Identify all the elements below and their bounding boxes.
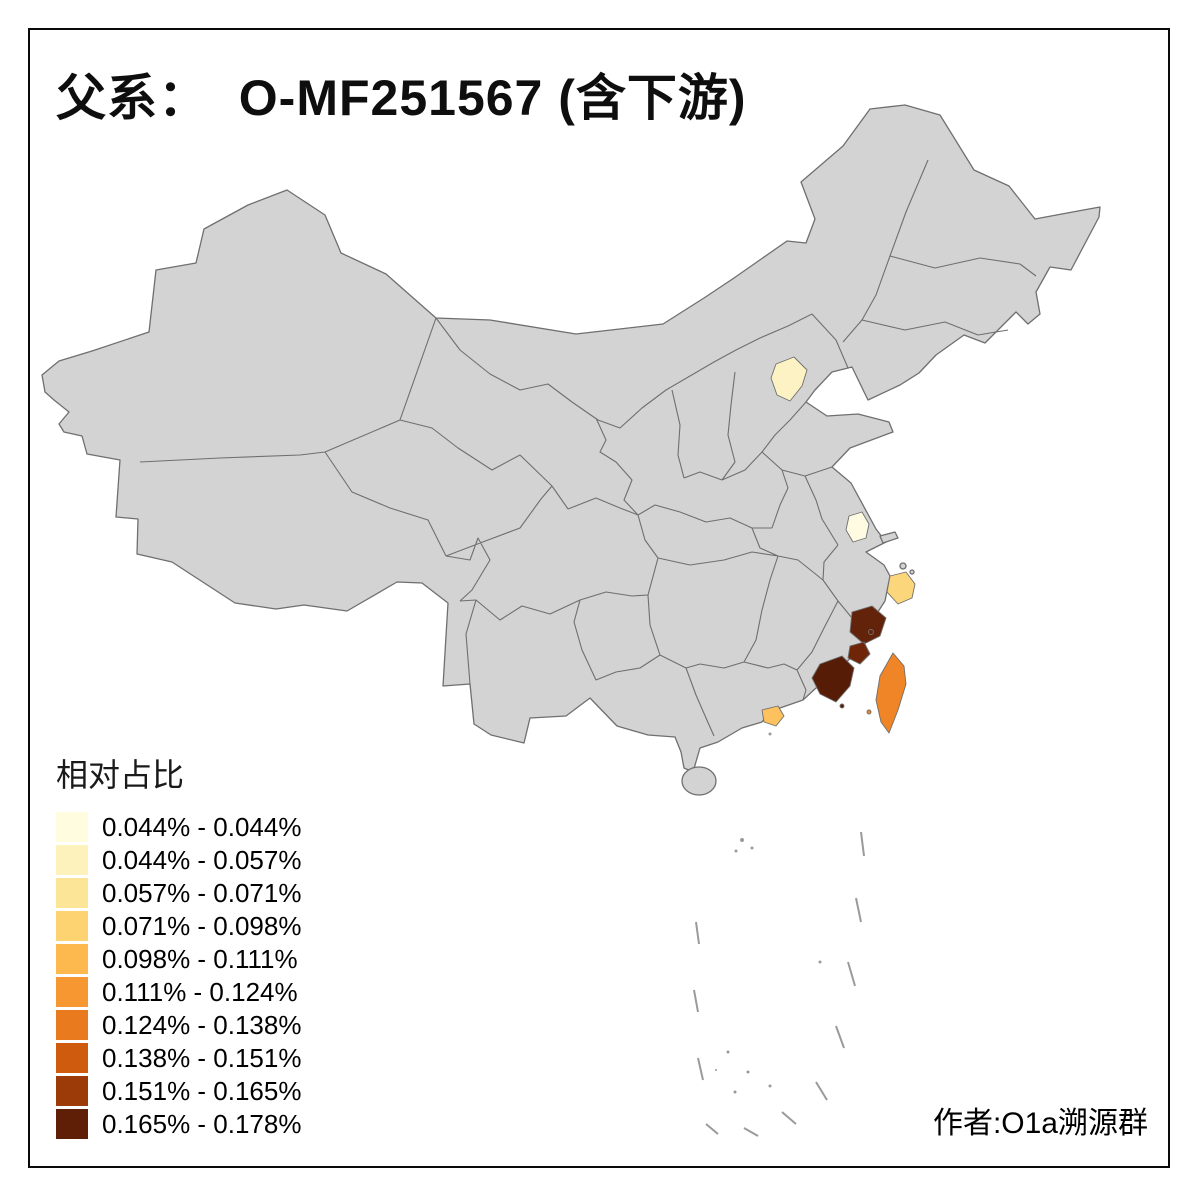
- region-beijing: [770, 356, 808, 402]
- legend-item: 0.098% - 0.111%: [56, 944, 301, 974]
- legend-label: 0.111% - 0.124%: [102, 976, 298, 1007]
- legend-label: 0.044% - 0.057%: [102, 844, 302, 875]
- legend-title: 相对占比: [56, 757, 185, 793]
- legend-swatch: [56, 1010, 88, 1040]
- legend-item: 0.044% - 0.057%: [56, 845, 301, 875]
- legend-swatch: [56, 845, 88, 875]
- legend-swatch: [56, 1043, 88, 1073]
- legend-item: 0.044% - 0.044%: [56, 812, 301, 842]
- legend-label: 0.138% - 0.151%: [102, 1042, 302, 1073]
- legend-swatch: [56, 1109, 88, 1139]
- region-jiangsu-coast: [845, 511, 870, 543]
- legend-swatch: [56, 1076, 88, 1106]
- legend-item: 0.071% - 0.098%: [56, 911, 301, 941]
- region-putian: [847, 641, 871, 665]
- region-fuzhou: [849, 605, 887, 645]
- legend-swatch: [56, 911, 88, 941]
- legend-item: 0.165% - 0.178%: [56, 1109, 301, 1139]
- map-title: 父系： O-MF251567 (含下游): [56, 70, 747, 126]
- legend-label: 0.124% - 0.138%: [102, 1009, 302, 1040]
- legend-label: 0.151% - 0.165%: [102, 1075, 302, 1106]
- legend-item: 0.138% - 0.151%: [56, 1043, 301, 1073]
- legend-label: 0.044% - 0.044%: [102, 811, 302, 842]
- legend-item: 0.057% - 0.071%: [56, 878, 301, 908]
- region-taiwan: [875, 652, 907, 734]
- legend-label: 0.057% - 0.071%: [102, 877, 302, 908]
- legend: 相对占比 0.044% - 0.044% 0.044% - 0.057% 0.0…: [56, 750, 301, 1142]
- kinmen-islet: [839, 703, 845, 709]
- region-minnan: [811, 655, 855, 703]
- legend-item: 0.151% - 0.165%: [56, 1076, 301, 1106]
- south-china-sea-islands: [715, 732, 822, 1094]
- region-zhejiang-coast: [886, 571, 916, 605]
- author-credit: 作者:O1a溯源群: [932, 1107, 1148, 1140]
- region-guangdong-coast: [761, 705, 785, 727]
- hainan-island: [681, 766, 717, 796]
- legend-item: 0.124% - 0.138%: [56, 1010, 301, 1040]
- province-borders: [139, 159, 1037, 737]
- legend-label: 0.071% - 0.098%: [102, 910, 302, 941]
- legend-swatch: [56, 944, 88, 974]
- china-outline: [41, 104, 1101, 773]
- nine-dash-line: [693, 831, 865, 1137]
- penghu-islet: [866, 709, 872, 715]
- zhoushan-islands: [899, 562, 915, 575]
- legend-swatch: [56, 878, 88, 908]
- legend-swatch: [56, 812, 88, 842]
- chongming-island: [879, 531, 899, 544]
- legend-label: 0.165% - 0.178%: [102, 1108, 302, 1139]
- legend-label: 0.098% - 0.111%: [102, 943, 298, 974]
- matsu-islet: [868, 629, 874, 635]
- legend-item: 0.111% - 0.124%: [56, 977, 301, 1007]
- legend-swatch: [56, 977, 88, 1007]
